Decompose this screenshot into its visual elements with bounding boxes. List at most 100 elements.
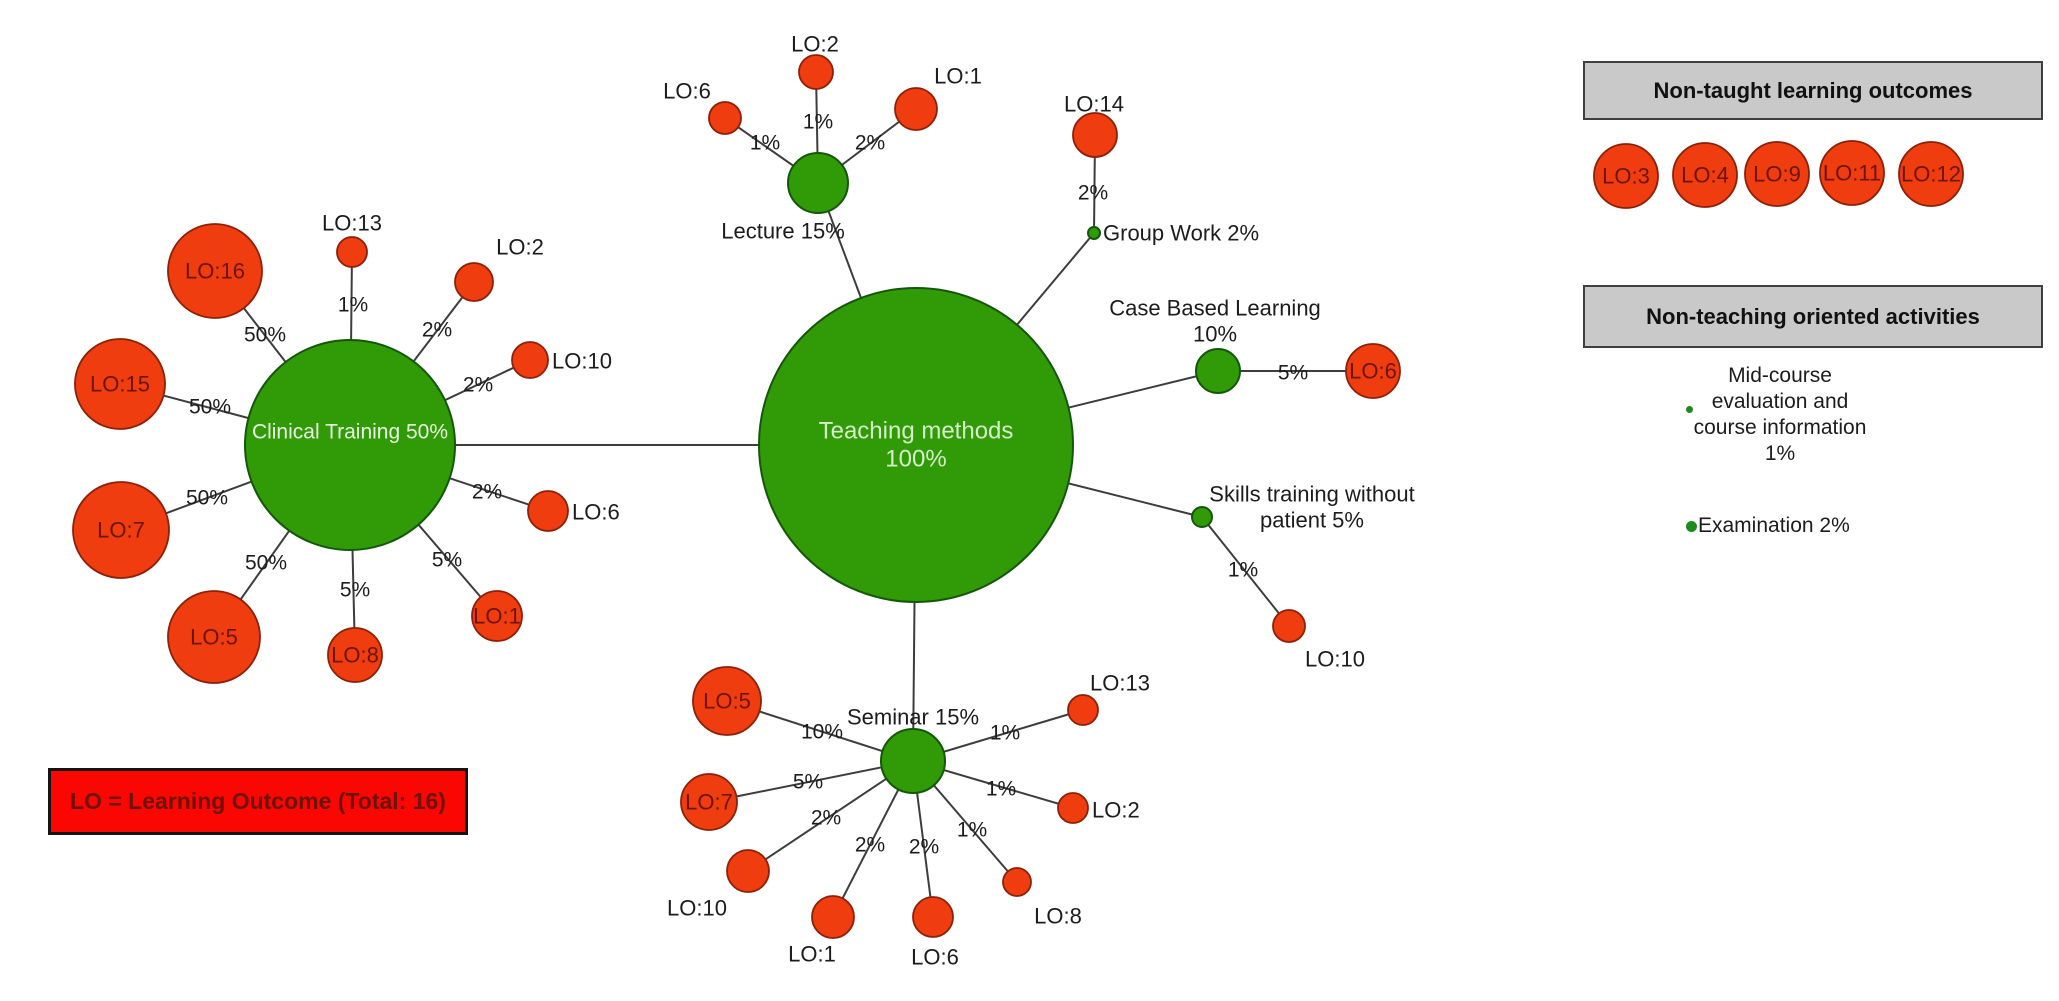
edge-sem-lo7s (708, 760, 914, 803)
node-lo12r-circle (1898, 141, 1964, 207)
label-lo10s: LO:10 (1305, 647, 1365, 672)
label-hub-2: 100% (885, 446, 946, 473)
edge-label-ct-lo15: 50% (189, 396, 231, 419)
edge-label-ct-lo2a: 2% (422, 319, 452, 342)
label-gw: Group Work 2% (1103, 221, 1259, 246)
edge-label-sem-lo6b: 2% (909, 836, 939, 859)
node-lo3r-circle (1593, 143, 1659, 209)
node-lo13-circle (336, 236, 368, 268)
label-skl-1: Skills training without (1209, 482, 1414, 507)
node-lo1t-circle (894, 87, 938, 131)
label-hub-1: Teaching methods (819, 418, 1014, 445)
node-lec-circle (787, 152, 849, 214)
label-ct: Clinical Training 50% (252, 421, 448, 444)
node-lo13b-circle (1067, 694, 1099, 726)
label-lo4r: LO:4 (1681, 163, 1729, 188)
node-lo2b-circle (1057, 792, 1089, 824)
label-lo3r: LO:3 (1602, 164, 1650, 189)
label-cbl-1: Case Based Learning (1109, 296, 1321, 321)
non-taught-outcomes-header: Non-taught learning outcomes (1583, 61, 2043, 120)
node-lo8a-circle (327, 627, 383, 683)
edge-label-sem-lo8b: 1% (957, 819, 987, 842)
node-lo10a-circle (511, 341, 549, 379)
lo-legend-box: LO = Learning Outcome (Total: 16) (48, 768, 468, 835)
non-teaching-activities-header: Non-teaching oriented activities (1583, 285, 2043, 348)
edge-label-ct-lo7a: 50% (186, 487, 228, 510)
label-lo6t: LO:6 (663, 79, 711, 104)
edge-label-sem-lo10b: 2% (811, 807, 841, 830)
node-lo1b-circle (811, 895, 855, 939)
node-lo4r-circle (1672, 142, 1738, 208)
edge-label-ct-lo1a: 5% (432, 549, 462, 572)
node-lo7s-circle (680, 773, 738, 831)
label-lo10a: LO:10 (552, 349, 612, 374)
node-sem-circle (880, 728, 946, 794)
node-lo5a-circle (167, 590, 261, 684)
label-lo8a: LO:8 (331, 643, 379, 668)
mid-course-evaluation-label: Mid-course evaluation and course informa… (1652, 363, 1908, 467)
edge-label-sem-lo2b: 1% (986, 778, 1016, 801)
mid-course-dot-icon (1686, 406, 1693, 413)
node-ct-circle (244, 339, 456, 551)
node-cbl-circle (1195, 348, 1241, 394)
label-lec: Lecture 15% (721, 219, 845, 244)
node-lo7a-circle (72, 481, 170, 579)
label-lo5s: LO:5 (703, 689, 751, 714)
label-lo7a: LO:7 (97, 518, 145, 543)
examination-label: Examination 2% (1698, 514, 1850, 537)
edge-label-lec-lo6t: 1% (750, 132, 780, 155)
node-lo9r-circle (1744, 141, 1810, 207)
mid-course-line-3: course information (1693, 416, 1867, 439)
examination-dot-icon (1686, 520, 1697, 532)
edge-label-sem-lo1b: 2% (855, 834, 885, 857)
label-lo2a: LO:2 (496, 235, 544, 260)
node-lo14-circle (1072, 112, 1118, 158)
edge-label-sem-lo7s: 5% (793, 771, 823, 794)
node-lo5s-circle (692, 666, 762, 736)
label-lo1a: LO:1 (473, 604, 521, 629)
label-lo11r: LO:11 (1823, 161, 1881, 186)
edge-label-ct-lo8a: 5% (340, 579, 370, 602)
node-lo6c-circle (1345, 343, 1401, 399)
edge-label-cbl-lo6c: 5% (1278, 362, 1308, 385)
label-sem: Seminar 15% (847, 705, 979, 730)
label-cbl-2: 10% (1193, 322, 1237, 347)
edge-label-sem-lo5s: 10% (801, 721, 843, 744)
label-lo9r: LO:9 (1753, 162, 1801, 187)
node-lo1a-circle (471, 590, 523, 642)
node-lo6t-circle (708, 101, 742, 135)
edge-label-lec-lo1t: 2% (855, 132, 885, 155)
label-lo6a: LO:6 (572, 500, 620, 525)
label-lo1t: LO:1 (934, 64, 982, 89)
edge-sem-lo10b (747, 760, 914, 872)
node-lo6b-circle (912, 896, 954, 938)
node-lo2a-circle (454, 262, 494, 302)
label-lo5a: LO:5 (190, 625, 238, 650)
node-gw-circle (1087, 226, 1101, 240)
examination-label-row: Examination 2% (1686, 514, 1850, 538)
node-lo2t-circle (798, 54, 834, 90)
node-lo10s-circle (1272, 609, 1306, 643)
node-hub-circle (758, 287, 1074, 603)
edge-label-sem-lo13b: 1% (990, 722, 1020, 745)
edge-label-ct-lo16: 50% (244, 324, 286, 347)
node-lo6a-circle (527, 490, 569, 532)
label-lo15: LO:15 (90, 372, 150, 397)
label-lo14: LO:14 (1064, 92, 1124, 117)
edge-label-lec-lo2t: 1% (803, 111, 833, 134)
label-lo7s: LO:7 (685, 790, 733, 815)
edge-label-ct-lo5a: 50% (245, 552, 287, 575)
edge-label-ct-lo6a: 2% (472, 481, 502, 504)
mid-course-line-4: 1% (1764, 442, 1796, 465)
label-lo13: LO:13 (322, 211, 382, 236)
node-lo8b-circle (1002, 867, 1032, 897)
edge-label-ct-lo13: 1% (338, 294, 368, 317)
node-lo16-circle (167, 223, 263, 319)
node-skl-circle (1191, 506, 1213, 528)
edge-label-ct-lo10a: 2% (463, 374, 493, 397)
edge-label-skl-lo10s: 1% (1228, 559, 1258, 582)
label-lo8b: LO:8 (1034, 904, 1082, 929)
label-lo10b: LO:10 (667, 896, 727, 921)
